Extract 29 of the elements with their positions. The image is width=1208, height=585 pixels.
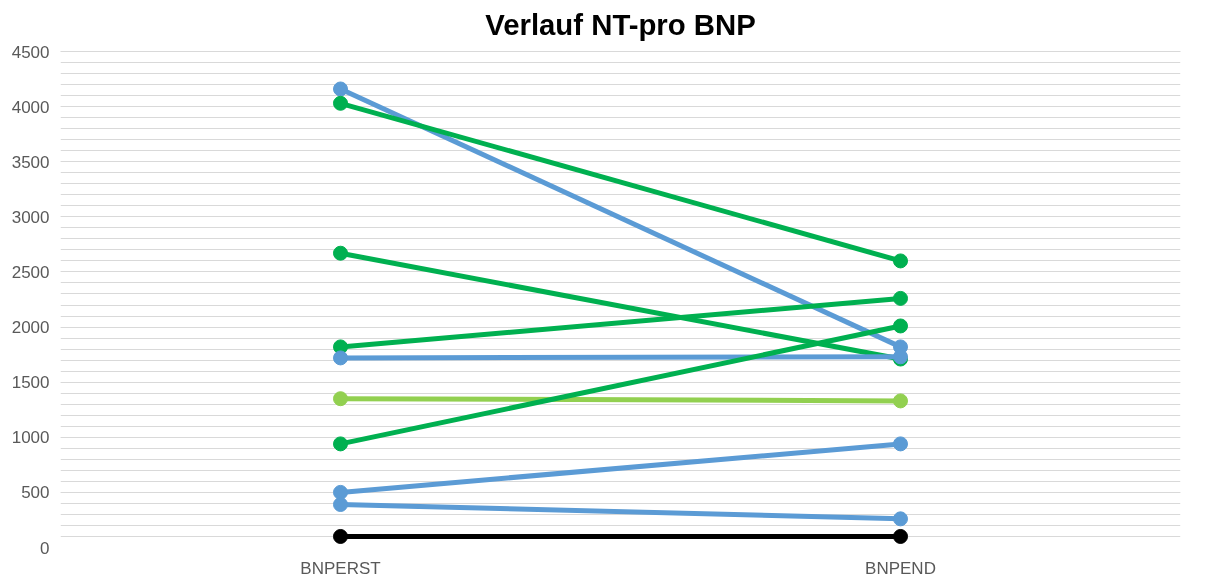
- y-tick-label: 500: [21, 483, 50, 503]
- point: [333, 497, 348, 512]
- y-tick-label: 4000: [11, 97, 50, 117]
- point: [893, 290, 908, 306]
- point: [333, 391, 348, 407]
- point: [333, 436, 348, 452]
- y-tick-label: 3000: [11, 207, 50, 227]
- point: [333, 350, 348, 366]
- y-tick-label: 0: [40, 538, 50, 558]
- x-tick-label: BNPERST: [300, 558, 381, 578]
- point: [893, 511, 908, 527]
- y-tick-label: 2000: [11, 318, 50, 338]
- y-tick-label: 2500: [11, 262, 50, 282]
- point: [893, 393, 908, 409]
- point: [333, 245, 348, 261]
- point: [333, 95, 348, 111]
- y-tick-label: 1500: [11, 373, 50, 393]
- point: [893, 253, 908, 269]
- point: [893, 528, 908, 544]
- x-tick-label: BNPEND: [865, 558, 936, 578]
- point: [893, 436, 908, 452]
- y-tick-label: 4500: [11, 42, 50, 62]
- point: [333, 484, 348, 500]
- point: [893, 318, 908, 334]
- chart-title: Verlauf NT-pro BNP: [485, 7, 756, 41]
- y-tick-label: 3500: [11, 152, 50, 172]
- point: [333, 528, 348, 544]
- point: [333, 81, 348, 97]
- y-tick-label: 1000: [11, 428, 50, 448]
